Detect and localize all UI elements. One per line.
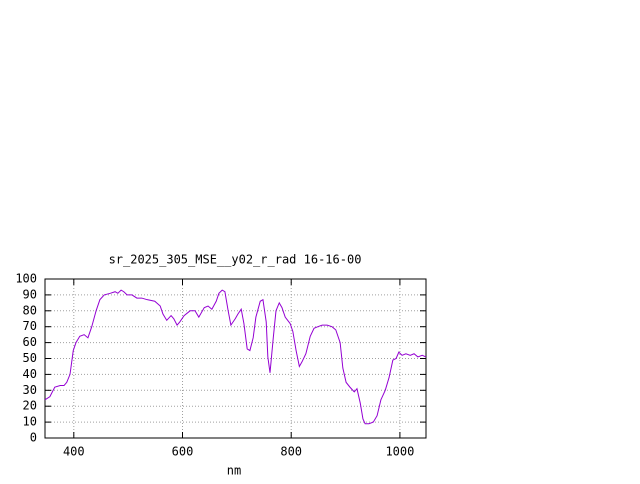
y-tick-label: 50 (23, 351, 37, 365)
x-tick-label: 1000 (385, 445, 414, 459)
y-tick-label: 40 (23, 367, 37, 381)
x-tick-label: 600 (172, 445, 194, 459)
y-tick-label: 70 (23, 319, 37, 333)
chart-title: sr_2025_305_MSE__y02_r_rad 16-16-00 (109, 253, 362, 267)
y-tick-label: 30 (23, 383, 37, 397)
y-tick-label: 90 (23, 287, 37, 301)
plot-frame (44, 278, 427, 439)
y-tick-label: 80 (23, 303, 37, 317)
y-tick-label: 10 (23, 415, 37, 429)
x-axis-label: nm (227, 464, 241, 478)
x-tick-label: 400 (63, 445, 85, 459)
y-tick-label: 60 (23, 335, 37, 349)
y-tick-label: 0 (30, 431, 37, 445)
data-line (44, 289, 427, 425)
x-tick-label: 800 (280, 445, 302, 459)
y-tick-label: 20 (23, 399, 37, 413)
y-tick-label: 100 (15, 272, 37, 286)
